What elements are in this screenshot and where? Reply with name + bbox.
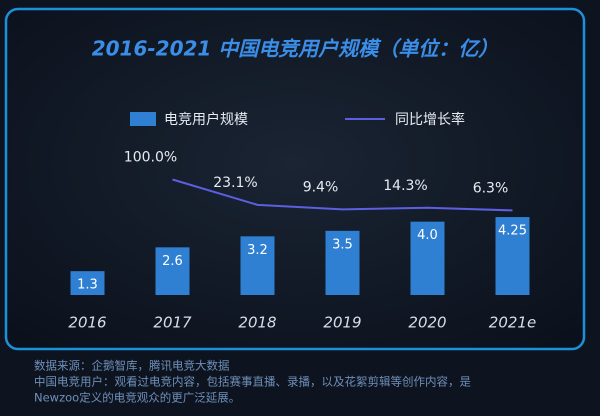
- bar: [325, 230, 360, 295]
- bar-value-label: 4.0: [417, 228, 438, 243]
- x-tick-label: 2020: [408, 314, 446, 332]
- x-tick-label: 2016: [68, 314, 106, 332]
- x-tick-label: 2018: [238, 314, 276, 332]
- footnote: 中国电竞用户：观看过电竞内容，包括赛事直播、录播，以及花絮剪辑等创作内容，是: [34, 375, 471, 389]
- bar: [155, 247, 190, 295]
- bar-value-label: 2.6: [162, 254, 183, 269]
- bar: [70, 271, 105, 295]
- chart-title: 2016-2021 中国电竞用户规模（单位：亿）: [92, 37, 499, 61]
- bar: [495, 217, 530, 295]
- legend-swatch: [130, 112, 156, 126]
- bar-value-label: 4.25: [498, 224, 527, 239]
- x-tick-label: 2017: [153, 314, 192, 332]
- legend-label: 同比增长率: [395, 111, 465, 128]
- line-value-label: 23.1%: [213, 175, 257, 191]
- x-tick-label: 2019: [323, 314, 361, 332]
- bar: [240, 236, 275, 295]
- line-value-label: 9.4%: [303, 179, 339, 195]
- footnote: 数据来源：企鹅智库，腾讯电竞大数据: [34, 359, 230, 373]
- line-value-label: 14.3%: [383, 178, 427, 194]
- bar: [410, 221, 445, 295]
- line: [172, 178, 513, 212]
- legend-label: 电竞用户规模: [164, 111, 248, 128]
- line-value-label: 100.0%: [124, 150, 177, 166]
- bar-value-label: 1.3: [77, 278, 98, 293]
- bar-value-label: 3.2: [247, 243, 268, 258]
- bar-value-label: 3.5: [332, 237, 353, 252]
- x-tick-label: 2021e: [489, 314, 536, 332]
- line-value-label: 6.3%: [473, 180, 509, 196]
- footnote: Newzoo定义的电竞观众的更广泛延展。: [34, 391, 240, 405]
